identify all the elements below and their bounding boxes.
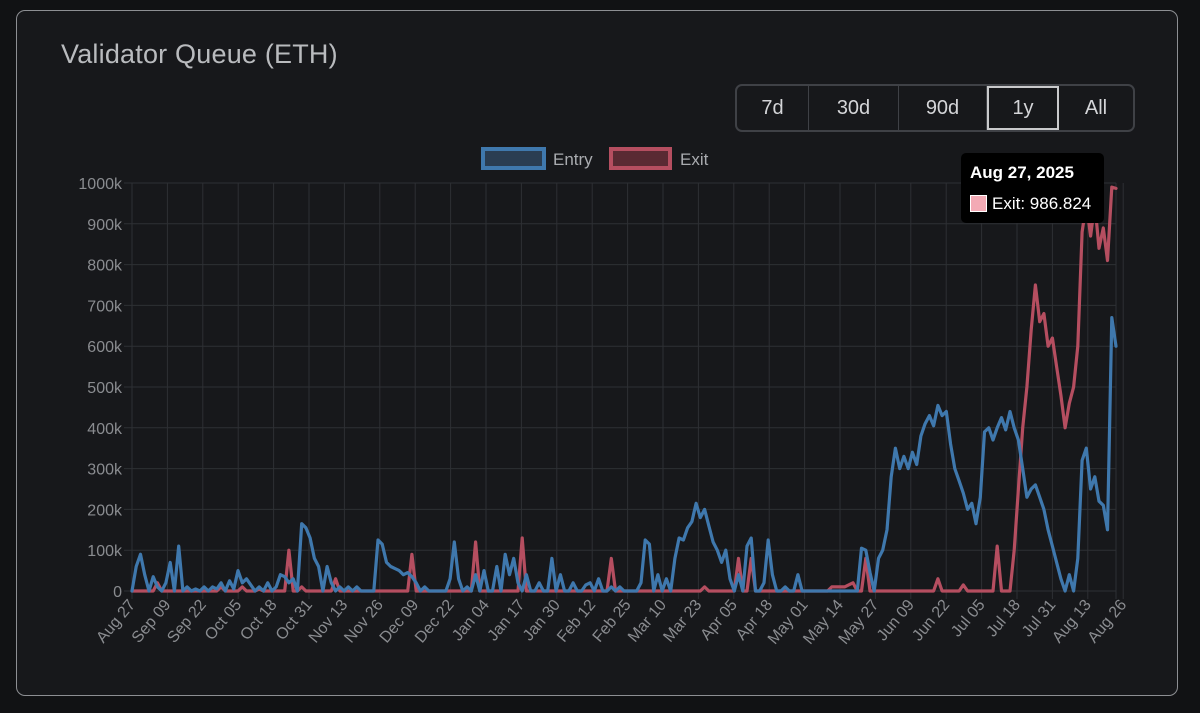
tooltip-swatch [970, 195, 987, 212]
range-button-7d[interactable]: 7d [737, 86, 809, 130]
y-tick-label: 900k [87, 217, 123, 234]
y-tick-label: 600k [87, 339, 123, 356]
y-tick-label: 1000k [78, 176, 123, 193]
y-tick-label: 300k [87, 462, 123, 479]
grid-layer [124, 182, 1124, 599]
legend: Entry Exit [481, 147, 709, 170]
tooltip: Aug 27, 2025 Exit: 986.824 [961, 153, 1104, 223]
range-button-1y[interactable]: 1y [987, 86, 1059, 130]
y-tick-label: 400k [87, 421, 123, 438]
legend-label-entry[interactable]: Entry [553, 150, 593, 169]
x-tick-label: Oct 18 [237, 597, 280, 644]
x-tick-label: Apr 05 [698, 597, 741, 644]
y-tick-label: 800k [87, 258, 123, 275]
series-layer [130, 185, 1118, 593]
x-tick-label: Jul 18 [984, 597, 1025, 641]
y-tick-label: 500k [87, 380, 123, 397]
y-tick-label: 700k [87, 298, 123, 315]
series-line-exit[interactable] [130, 185, 1118, 593]
x-tick-label: Oct 05 [202, 597, 245, 644]
x-tick-label: Jan 17 [485, 597, 529, 645]
legend-swatch-entry[interactable] [481, 147, 546, 170]
range-button-90d[interactable]: 90d [899, 86, 987, 130]
tooltip-title: Aug 27, 2025 [970, 163, 1074, 182]
y-tick-label: 100k [87, 543, 123, 560]
x-tick-label: Dec 22 [412, 597, 458, 647]
x-tick-label: Mar 23 [660, 597, 705, 646]
x-tick-label: Sep 22 [164, 597, 210, 647]
page-title: Validator Queue (ETH) [61, 39, 338, 69]
series-line-entry[interactable] [130, 316, 1118, 593]
time-range-selector: 7d 30d 90d 1y All [735, 84, 1135, 132]
tooltip-label: Exit: 986.824 [992, 194, 1092, 213]
x-tick-label: Jan 04 [449, 597, 493, 645]
x-tick-label: Jun 09 [874, 597, 918, 645]
y-tick-label: 0 [113, 584, 122, 601]
x-tick-label: Jun 22 [909, 597, 953, 645]
range-button-30d[interactable]: 30d [809, 86, 899, 130]
y-tick-label: 200k [87, 502, 123, 519]
range-button-all[interactable]: All [1059, 86, 1133, 130]
x-tick-label: Jul 05 [948, 597, 989, 641]
x-tick-label: Aug 26 [1085, 597, 1131, 647]
legend-swatch-exit[interactable] [609, 147, 672, 170]
legend-label-exit[interactable]: Exit [680, 150, 709, 169]
